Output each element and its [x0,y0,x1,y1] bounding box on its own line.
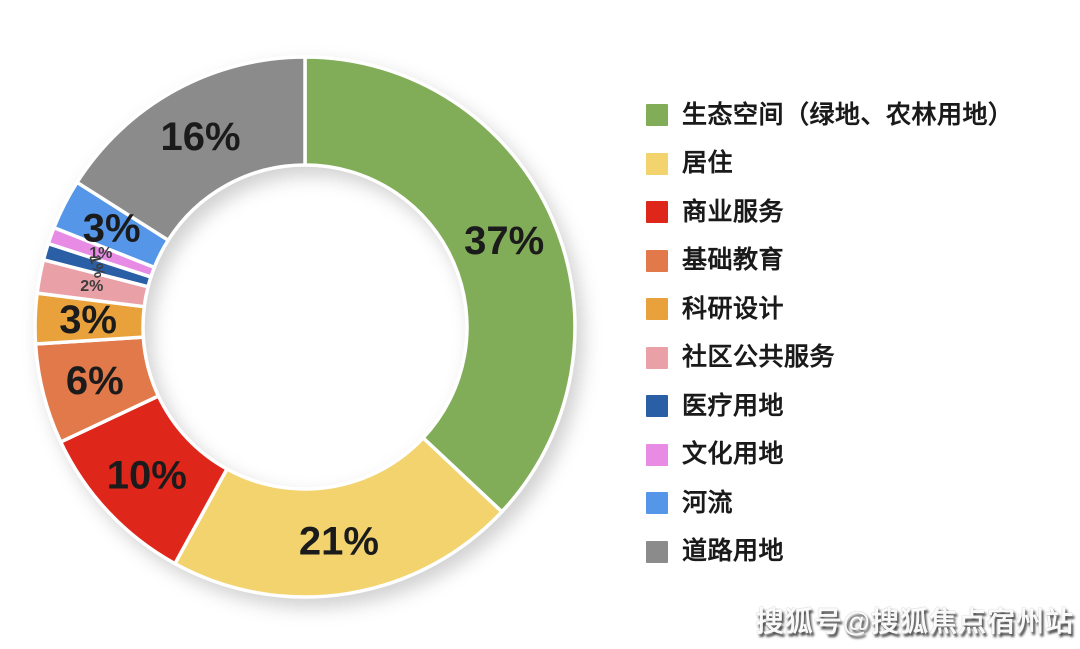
legend-label: 生态空间（绿地、农林用地） [682,100,1014,129]
legend-swatch-icon [646,104,668,126]
slice-label-1: 21% [299,519,379,563]
legend-swatch-icon [646,346,668,369]
legend-item-0: 生态空间（绿地、农林用地） [646,100,1014,129]
legend-swatch-icon [646,395,668,417]
legend-item-3: 基础教育 [646,246,1014,274]
legend-label: 基础教育 [682,246,785,274]
legend-label: 社区公共服务 [682,343,836,371]
legend-item-2: 商业服务 [646,197,1014,226]
legend-item-4: 科研设计 [646,294,1014,323]
legend: 生态空间（绿地、农林用地） 居住商业服务基础教育科研设计社区公共服务 医疗用地文化用… [646,100,1014,565]
slice-label-6: 1% [85,253,107,280]
legend-item-5: 社区公共服务 [646,343,1014,371]
legend-swatch-icon [646,201,668,223]
legend-swatch-icon [646,540,668,563]
pie-slice-9 [75,55,307,242]
donut-chart: 37%21%10%6%3%2%1%1%3%16% [33,55,577,599]
slice-label-3: 6% [66,359,124,403]
watermark: 搜狐号@搜狐焦点宿州站 [755,606,1074,637]
pie-slice-1 [173,436,504,599]
legend-item-9: 道路用地 [646,537,1014,565]
legend-swatch-icon [646,298,668,320]
chart-area: 37% 21% 10% 6% 3% 2% 1% 1% 3% 16% [33,55,577,599]
legend-item-6: 医疗用地 [646,391,1014,420]
legend-label: 科研设计 [682,294,785,323]
legend-swatch-icon [646,443,668,466]
slice-label-4: 3% [59,298,117,342]
slice-label-8: 3% [83,207,141,251]
donut-slices [33,55,577,599]
legend-label: 医疗用地 [682,391,785,420]
legend-item-8: 河流 [646,488,1014,517]
legend-label: 河流 [682,488,734,517]
pie-slice-0 [303,55,577,514]
legend-label: 文化用地 [682,440,785,468]
legend-label: 商业服务 [682,197,785,226]
legend-swatch-icon [646,249,668,272]
slice-label-9: 16% [160,115,240,159]
slice-label-2: 10% [107,454,187,498]
legend-label: 居住 [682,149,734,177]
legend-label: 道路用地 [682,537,785,565]
slice-label-5: 2% [80,278,103,295]
legend-swatch-icon [646,492,668,514]
slice-label-0: 37% [464,219,544,263]
slice-label-7: 1% [89,245,112,262]
legend-item-7: 文化用地 [646,440,1014,468]
legend-item-1: 居住 [646,149,1014,177]
legend-swatch-icon [646,152,668,175]
